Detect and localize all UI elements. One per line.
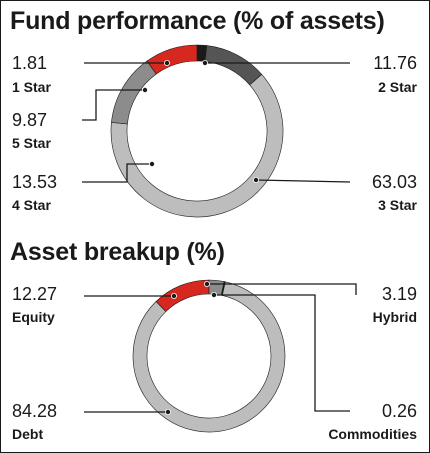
chart-1-leader-1 [207,283,357,295]
chart-1-category-label-2: Commodities [328,426,417,442]
chart-0-leader-dot-0 [163,60,170,67]
chart-0-value-label-2: 63.03 [372,172,417,192]
chart-0-value-label-0: 1.81 [12,53,47,73]
chart-1-value-label-0: 12.27 [12,284,57,304]
chart-0-category-label-3: 4 Star [12,197,51,213]
chart-1-category-label-1: Hybrid [373,309,417,325]
chart-0-leader-dot-4 [141,87,148,94]
chart-0-category-label-2: 3 Star [378,197,417,213]
chart-0-slice-3-star [110,73,284,218]
chart-1-value-label-3: 84.28 [12,401,57,421]
chart-1-leader-dot-3 [164,408,171,415]
asset-breakup-title: Asset breakup (%) [10,238,225,266]
chart-0-leader-dot-1 [201,60,208,67]
chart-0-leader-3 [82,163,152,183]
fund-performance-title: Fund performance (% of assets) [10,7,385,35]
chart-1-leader-2 [214,294,350,412]
chart-0-group: 1.81 1 Star 11.76 2 Star 63.03 3 Star 13.53 4 S… [12,44,418,218]
chart-0-category-label-1: 2 Star [378,79,417,95]
chart-1-value-label-1: 3.19 [382,284,417,304]
chart-1-slice-debt [132,281,286,433]
chart-1-leader-dot-2 [210,291,217,298]
chart-1-category-label-0: Equity [12,309,55,325]
chart-0-slice-4-star [111,60,157,125]
chart-0-category-label-0: 1 Star [12,79,51,95]
chart-0-leader-4 [82,89,145,121]
chart-0-leader-2 [255,179,351,183]
chart-0-leader-dot-2 [252,176,259,183]
chart-0-slice-5-star [146,44,198,75]
chart-0-value-label-3: 13.53 [12,172,57,192]
chart-1-category-label-3: Debt [12,426,43,442]
chart-1-leader-dot-0 [170,292,177,299]
chart-0-slice-2-star [204,45,263,86]
chart-0-leader-dot-3 [148,160,155,167]
chart-1-group: 12.27 Equity 3.19 Hybrid 0.26 Commodities 84.2… [12,279,417,442]
chart-0-category-label-4: 5 Star [12,135,51,151]
chart-1-leader-dot-1 [203,280,210,287]
chart-0-value-label-1: 11.76 [373,53,417,73]
chart-0-value-label-4: 9.87 [12,110,47,130]
chart-1-value-label-2: 0.26 [382,401,417,421]
